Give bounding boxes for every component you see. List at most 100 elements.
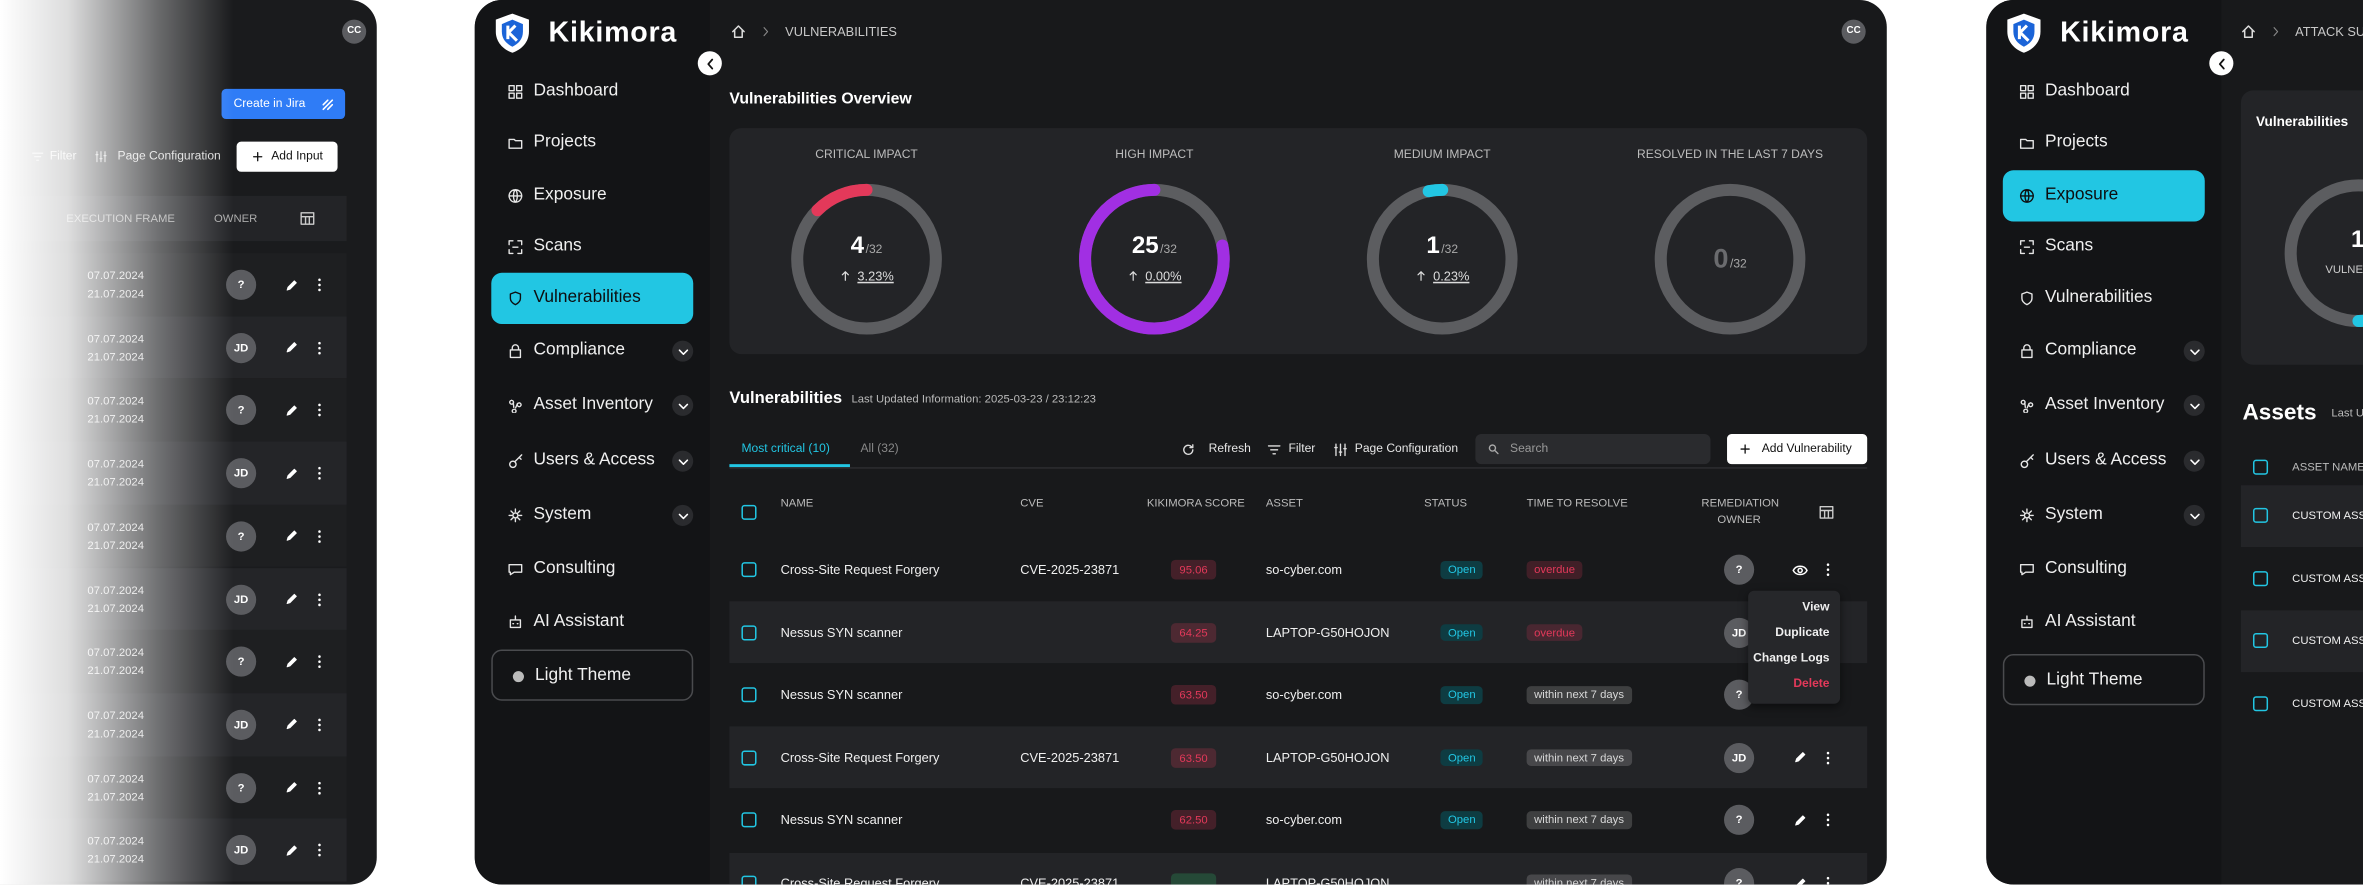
nodes-icon [2020,399,2034,413]
menu-item[interactable]: Scans [533,236,582,256]
menu-item[interactable]: AI Assistant [2045,612,2136,631]
key-glyph [2020,454,2034,469]
menu-item[interactable]: Compliance [2045,340,2137,360]
chat-icon [2019,563,2034,576]
menu-item[interactable]: Vulnerabilities [533,288,641,307]
checkbox[interactable] [2252,570,2269,586]
refresh-glyph [1182,443,1193,455]
gauge-value: 0 [1713,243,1729,274]
ttr-pill: within next 7 days [1526,811,1632,830]
dots-icon [1826,563,1830,577]
gauge-arc [1079,183,1230,335]
expand-toggle[interactable] [2183,504,2205,526]
chevD-glyph [677,458,688,465]
expand-toggle[interactable] [2183,394,2205,416]
theme-button[interactable]: Light Theme [491,649,694,701]
column-header: KIKIMORA SCORE [1146,496,1245,510]
checkbox[interactable] [2252,507,2269,523]
cell-asset: so-cyber.com [1265,687,1343,703]
chevL-icon [706,57,713,69]
grid-glyph [508,84,523,99]
nodes-glyph [2020,399,2034,413]
checkbox[interactable] [2252,459,2269,475]
card-title: Vulnerabilities [2256,113,2349,129]
menu-item[interactable]: Projects [2045,132,2108,152]
checkbox[interactable] [2252,695,2269,712]
up-glyph [1417,271,1425,281]
chevD-glyph [2189,512,2199,519]
checkbox[interactable] [741,812,757,828]
menu-option[interactable]: Delete [1793,676,1830,691]
expand-toggle[interactable] [672,504,694,526]
checkbox[interactable] [741,875,757,885]
checkbox[interactable] [741,504,757,520]
menu-option[interactable]: Duplicate [1775,625,1830,639]
checkbox[interactable] [741,562,757,578]
checkbox[interactable] [2252,633,2269,649]
menu-option[interactable]: Change Logs [1753,651,1830,665]
gear-glyph [508,508,523,523]
key-glyph [509,454,523,469]
menu-item[interactable]: Scans [2045,236,2094,256]
menu-item[interactable]: Dashboard [533,81,619,100]
gear-icon [508,508,523,523]
menu-item[interactable]: Users & Access [533,450,655,470]
search-box[interactable]: Search [1475,434,1711,465]
owner-badge: ? [1724,868,1755,885]
breadcrumb: ATTACK SU [2295,23,2363,39]
menu-option[interactable]: View [1802,599,1830,614]
checkbox[interactable] [741,687,757,703]
gauge-change: 0.00% [1127,268,1182,283]
menu-item[interactable]: AI Assistant [533,612,625,631]
checkbox[interactable] [741,624,757,640]
menu-item[interactable]: Users & Access [2045,450,2167,470]
toolbar-action[interactable]: Page Configuration [1354,441,1459,456]
collapse-button[interactable] [697,51,722,76]
menu-item[interactable]: System [2045,505,2103,524]
add-vulnerability-button[interactable]: Add Vulnerability [1727,434,1868,465]
cell-asset: so-cyber.com [1265,561,1343,577]
expand-toggle[interactable] [672,450,694,472]
globe-glyph [508,188,523,203]
card-label: CRITICAL IMPACT [815,147,918,162]
expand-toggle[interactable] [672,340,694,362]
menu-item[interactable]: Asset Inventory [2045,395,2165,414]
checkbox[interactable] [741,750,757,766]
grid-icon [2019,84,2034,99]
chevR-glyph [2273,27,2279,37]
menu-item[interactable]: Consulting [2045,559,2127,578]
theme-glyph [2024,675,2036,687]
chevD-glyph [677,402,688,409]
chevL-icon [2218,57,2224,69]
menu-item[interactable]: Projects [533,132,597,152]
chevL-glyph [706,57,713,69]
expand-toggle[interactable] [672,394,694,416]
tab[interactable]: All (32) [860,441,899,456]
menu-item[interactable]: Dashboard [2045,81,2130,100]
table-row [729,601,1868,664]
tab-active[interactable]: Most critical (10) [741,441,830,456]
menu-item[interactable]: Compliance [533,340,626,360]
theme-button[interactable]: Light Theme [2002,654,2205,706]
active-item-bg[interactable] [2002,170,2205,222]
score-pill [1170,873,1217,885]
menu-item[interactable]: Exposure [533,185,607,204]
menu-item[interactable]: Consulting [533,559,616,578]
toolbar-action[interactable]: Refresh [1208,441,1251,456]
gauge [1654,183,1806,335]
chevD-icon [2189,348,2199,355]
toolbar-action[interactable]: Filter [1288,441,1316,456]
chevL-glyph [2218,57,2224,69]
expand-toggle[interactable] [2183,450,2205,472]
menu-item[interactable]: Vulnerabilities [2045,288,2153,307]
collapse-button[interactable] [2209,51,2234,76]
menu-item[interactable]: System [533,505,592,524]
overview-card [729,128,1868,355]
active-item-bg[interactable] [491,272,694,325]
menu-item[interactable]: Exposure [2045,185,2119,204]
owner-badge-text: ? [1735,875,1743,885]
expand-toggle[interactable] [2183,340,2205,362]
card-label: RESOLVED IN THE LAST 7 DAYS [1637,147,1824,162]
menu-item[interactable]: Asset Inventory [533,395,653,414]
chat-glyph [2019,563,2034,576]
